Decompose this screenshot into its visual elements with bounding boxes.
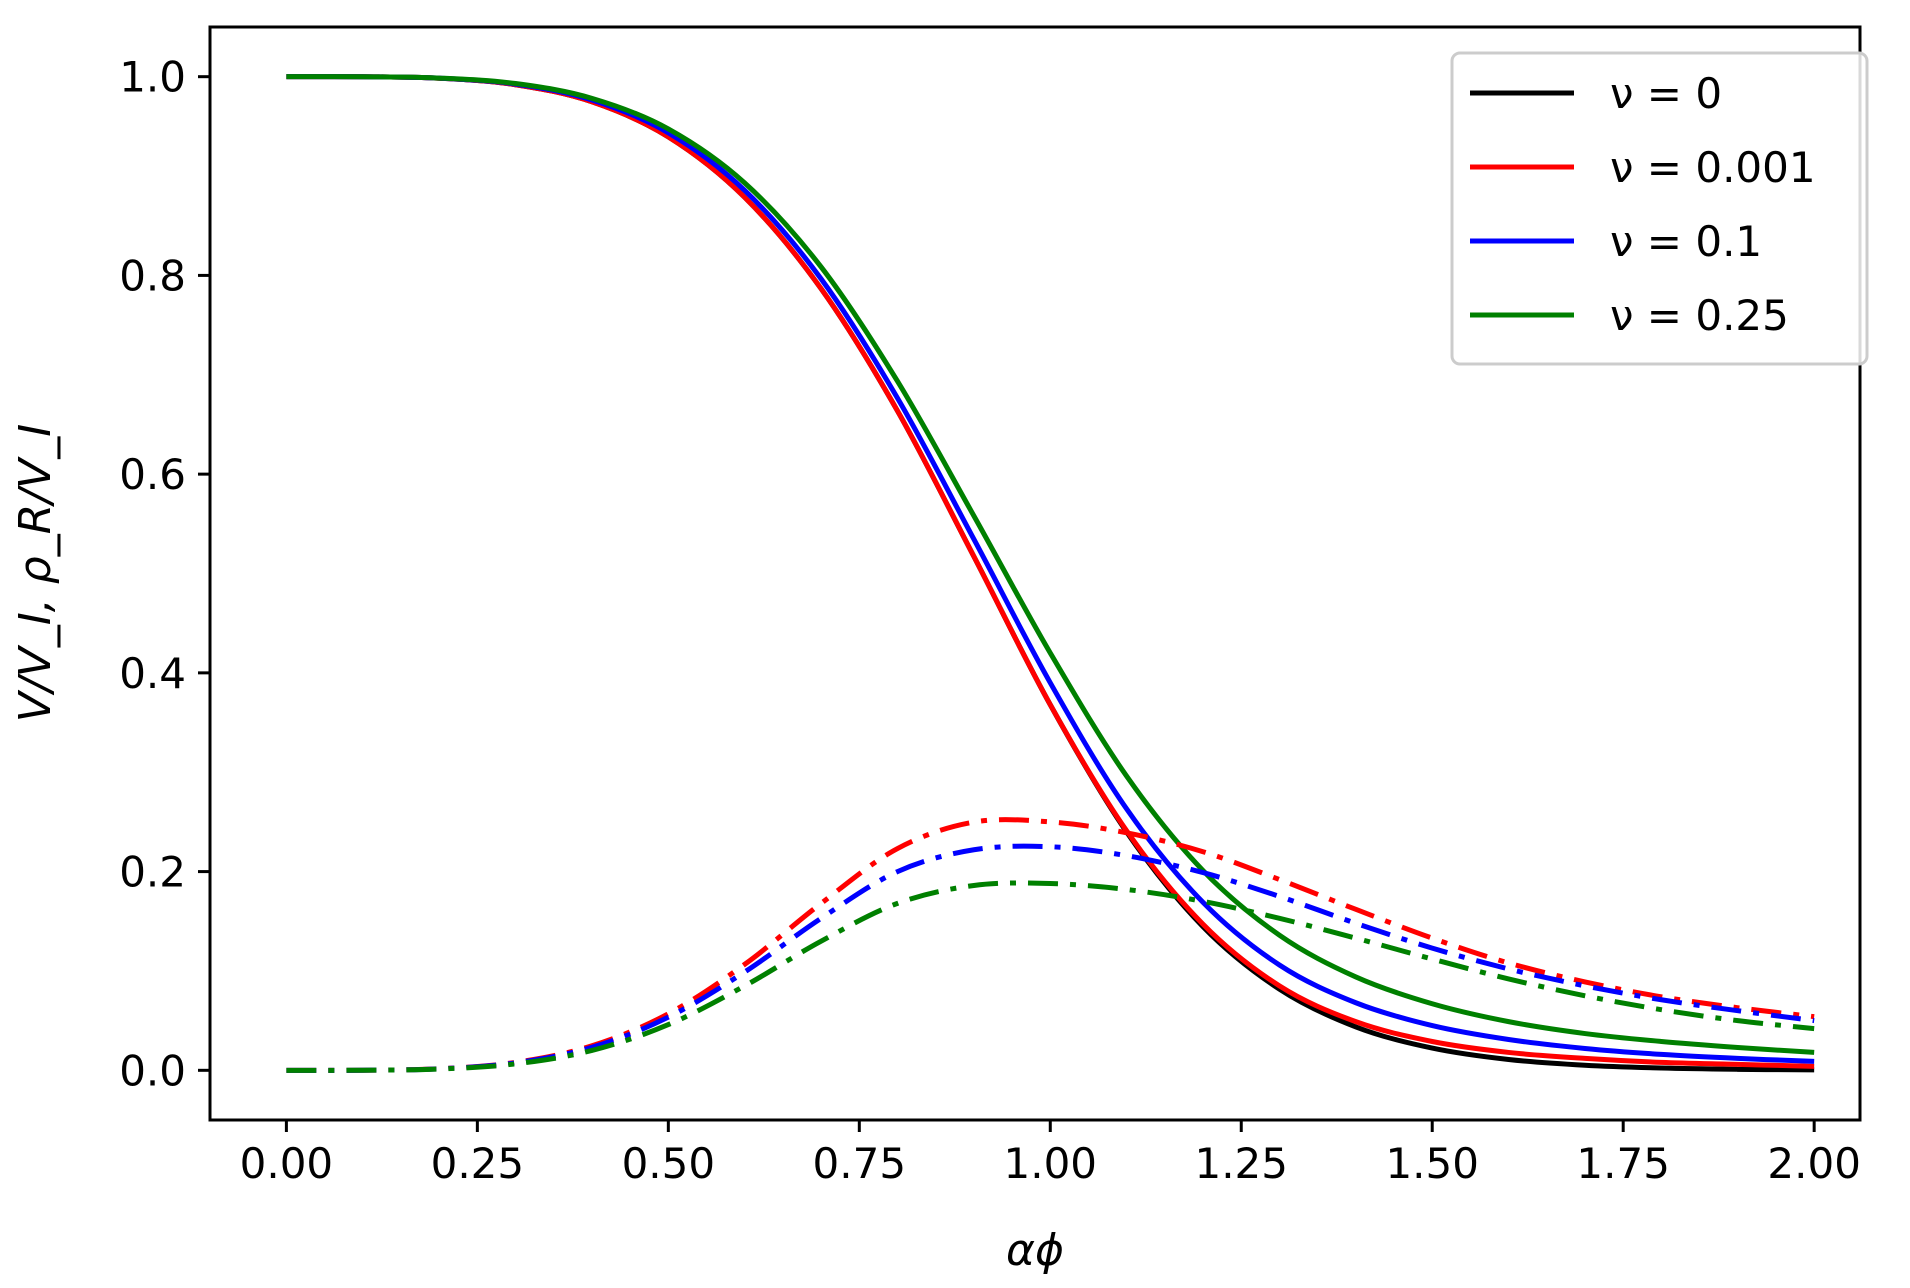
x-tick-label: 0.50 xyxy=(622,1139,716,1188)
x-tick-label: 1.50 xyxy=(1385,1139,1479,1188)
x-tick-label: 2.00 xyxy=(1767,1139,1861,1188)
x-tick-label: 1.75 xyxy=(1576,1139,1670,1188)
data-layer xyxy=(286,74,1815,1073)
series-line-7 xyxy=(286,880,1815,1073)
y-tick-label: 0.8 xyxy=(119,251,186,300)
y-axis: 0.0 0.2 0.4 0.6 0.8 1.0 xyxy=(119,53,210,1095)
series-line-4 xyxy=(286,74,1815,1055)
legend-label: ν = 0.25 xyxy=(1610,291,1789,340)
legend-label: ν = 0 xyxy=(1610,69,1722,118)
x-tick-label: 0.25 xyxy=(431,1139,525,1188)
legend-label: ν = 0.1 xyxy=(1610,217,1762,266)
y-tick-label: 0.2 xyxy=(119,848,186,897)
x-axis-label: αϕ xyxy=(1006,1225,1064,1276)
plot-frame xyxy=(208,25,1862,1122)
x-tick-label: 1.00 xyxy=(1004,1139,1098,1188)
x-axis: 0.00 0.25 0.50 0.75 1.00 1.25 1.50 1.75 2.00 xyxy=(240,1120,1861,1188)
y-tick-label: 0.4 xyxy=(119,649,186,698)
x-tick-label: 0.00 xyxy=(240,1139,334,1188)
y-axis-label: V/V_I, ρ_R/V_I xyxy=(10,424,61,722)
legend: ν = 0 ν = 0.001 ν = 0.1 ν = 0.25 xyxy=(1450,51,1869,366)
legend-label: ν = 0.001 xyxy=(1610,143,1816,192)
x-tick-label: 1.25 xyxy=(1194,1139,1288,1188)
x-tick-label: 0.75 xyxy=(813,1139,907,1188)
y-tick-label: 1.0 xyxy=(119,53,186,102)
legend-box xyxy=(1450,51,1869,366)
y-tick-label: 0.6 xyxy=(119,450,186,499)
y-tick-label: 0.0 xyxy=(119,1046,186,1095)
